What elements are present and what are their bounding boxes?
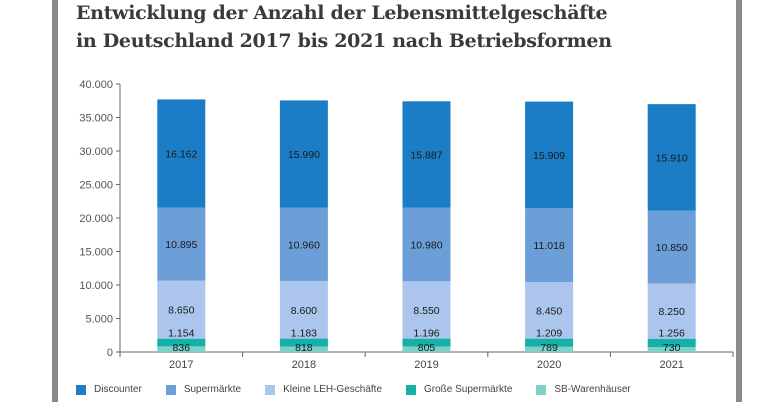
right-frame (736, 0, 742, 402)
bar-segment-sb-warenh-user (647, 347, 696, 352)
data-label: 16.162 (165, 149, 197, 161)
bar-segment-discounter (157, 99, 206, 208)
y-tick-label: 5.000 (85, 314, 113, 326)
legend-swatch (265, 384, 276, 395)
y-tick-label: 0 (107, 347, 113, 359)
bar-segment-discounter (525, 101, 574, 209)
data-label: 1.154 (168, 328, 194, 340)
y-tick-label: 25.000 (79, 180, 113, 192)
data-label: 10.980 (410, 240, 442, 252)
x-tick-label: 2019 (414, 359, 438, 371)
data-label: 789 (540, 342, 558, 354)
bar-segment-kleine-leh-gesch-fte (402, 281, 451, 339)
data-label: 11.018 (533, 240, 564, 252)
data-label: 8.600 (291, 305, 317, 317)
left-frame (52, 0, 58, 402)
y-tick-label: 20.000 (79, 213, 113, 225)
y-tick-label: 40.000 (79, 79, 113, 91)
x-tick-label: 2018 (292, 359, 316, 371)
bar-segment-sb-warenh-user (279, 346, 328, 352)
data-label: 15.990 (288, 149, 320, 161)
bar-segment-gro-e-superm-rkte (525, 338, 574, 347)
legend-item: SB-Warenhäuser (536, 384, 631, 395)
bar-segment-discounter (279, 100, 328, 208)
data-label: 1.256 (659, 328, 685, 340)
bar-segment-superm-rkte (279, 207, 328, 281)
data-label: 805 (418, 342, 436, 354)
data-label: 15.887 (410, 150, 442, 162)
data-label: 10.850 (656, 242, 688, 254)
bar-segment-superm-rkte (525, 208, 574, 282)
legend-swatch (165, 384, 176, 395)
x-tick-label: 2021 (659, 359, 683, 371)
bar-segment-gro-e-superm-rkte (279, 338, 328, 347)
bar-segment-sb-warenh-user (402, 346, 451, 352)
legend-swatch (406, 384, 417, 395)
x-tick-label: 2020 (537, 359, 561, 371)
bar-segment-superm-rkte (157, 207, 206, 281)
data-label: 730 (663, 342, 681, 354)
data-label: 8.250 (659, 306, 685, 318)
bar-segment-kleine-leh-gesch-fte (647, 283, 696, 339)
data-label: 10.895 (165, 239, 197, 251)
data-label: 1.196 (413, 328, 439, 340)
data-label: 836 (173, 342, 191, 354)
legend-item: Discounter (76, 384, 142, 395)
legend-swatch (76, 384, 86, 395)
x-tick-label: 2017 (169, 359, 193, 371)
data-label: 8.550 (413, 305, 439, 317)
legend-label: Große Supermärkte (424, 384, 513, 395)
data-label: 8.650 (168, 305, 194, 317)
legend-label: SB-Warenhäuser (554, 384, 631, 395)
y-tick-label: 15.000 (79, 247, 113, 259)
bar-segment-kleine-leh-gesch-fte (279, 280, 328, 339)
bar-segment-gro-e-superm-rkte (157, 338, 206, 347)
bar-segment-gro-e-superm-rkte (402, 338, 451, 347)
data-label: 15.910 (656, 152, 688, 164)
chart-title-line-2: in Deutschland 2017 bis 2021 nach Betrie… (76, 30, 612, 52)
bar-segment-discounter (647, 104, 696, 211)
data-label: 15.909 (533, 150, 565, 162)
y-tick-label: 35.000 (79, 113, 113, 125)
y-tick-label: 10.000 (79, 280, 113, 292)
legend: Discounter Supermärkte Kleine LEH-Geschäft… (76, 384, 655, 395)
y-tick-label: 30.000 (79, 146, 113, 158)
bar-segment-sb-warenh-user (157, 346, 206, 352)
legend-label: Supermärkte (183, 384, 242, 395)
data-label: 1.183 (291, 328, 317, 340)
bar-segment-discounter (402, 101, 451, 208)
bar-segment-superm-rkte (402, 207, 451, 282)
legend-label: Discounter (94, 384, 142, 395)
legend-item: Große Supermärkte (406, 384, 512, 395)
data-label: 1.209 (536, 328, 562, 340)
bar-segment-kleine-leh-gesch-fte (157, 280, 206, 339)
bar-segment-sb-warenh-user (525, 346, 574, 352)
data-label: 10.960 (288, 239, 320, 251)
legend-item: Supermärkte (165, 384, 242, 395)
chart-title-line-1: Entwicklung der Anzahl der Lebensmittelg… (76, 2, 608, 24)
legend-swatch (536, 384, 547, 395)
legend-item: Kleine LEH-Geschäfte (265, 384, 382, 395)
bar-segment-kleine-leh-gesch-fte (525, 281, 574, 339)
data-label: 8.450 (536, 305, 562, 317)
data-label: 818 (295, 342, 313, 354)
bar-segment-gro-e-superm-rkte (647, 338, 696, 348)
legend-label: Kleine LEH-Geschäfte (283, 384, 383, 395)
bar-segment-superm-rkte (647, 210, 696, 284)
